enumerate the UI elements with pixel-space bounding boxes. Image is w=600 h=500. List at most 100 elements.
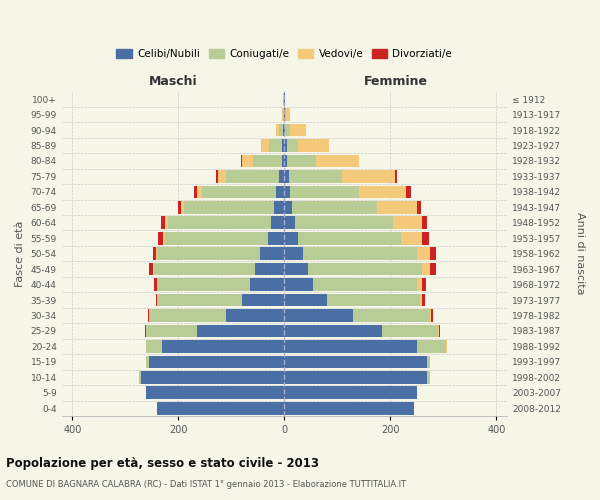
Y-axis label: Fasce di età: Fasce di età	[15, 220, 25, 287]
Bar	[327, 294, 419, 306]
Bar	[430, 263, 436, 276]
Bar	[260, 248, 284, 260]
Bar	[155, 294, 157, 306]
Bar	[284, 340, 417, 353]
Bar	[250, 278, 284, 291]
Bar	[417, 340, 446, 353]
Bar	[274, 201, 284, 213]
Text: COMUNE DI BAGNARA CALABRA (RC) - Dati ISTAT 1° gennaio 2013 - Elaborazione TUTTI: COMUNE DI BAGNARA CALABRA (RC) - Dati IS…	[6, 480, 406, 489]
Bar	[146, 324, 197, 338]
Bar	[287, 139, 298, 152]
Bar	[284, 309, 353, 322]
Bar	[283, 124, 284, 136]
Bar	[431, 309, 433, 322]
Bar	[157, 278, 250, 291]
Bar	[308, 263, 422, 276]
Y-axis label: Anni di nascita: Anni di nascita	[575, 212, 585, 295]
Bar	[242, 154, 253, 168]
Bar	[197, 186, 202, 198]
Bar	[271, 216, 284, 229]
Bar	[446, 340, 447, 353]
Bar	[401, 232, 422, 244]
Bar	[284, 232, 298, 244]
Bar	[284, 201, 292, 213]
Legend: Celibi/Nubili, Coniugati/e, Vedovi/e, Divorziati/e: Celibi/Nubili, Coniugati/e, Vedovi/e, Di…	[112, 44, 457, 63]
Bar	[419, 294, 422, 306]
Bar	[157, 402, 284, 414]
Bar	[422, 278, 427, 291]
Bar	[290, 186, 359, 198]
Bar	[226, 309, 284, 322]
Bar	[298, 232, 401, 244]
Bar	[217, 170, 218, 182]
Bar	[149, 309, 226, 322]
Bar	[154, 278, 157, 291]
Bar	[148, 309, 149, 322]
Bar	[149, 356, 284, 368]
Bar	[181, 201, 184, 213]
Bar	[287, 154, 316, 168]
Bar	[202, 186, 277, 198]
Bar	[253, 154, 281, 168]
Bar	[154, 248, 156, 260]
Bar	[279, 170, 284, 182]
Bar	[382, 324, 438, 338]
Bar	[281, 154, 284, 168]
Bar	[422, 232, 428, 244]
Bar	[359, 186, 406, 198]
Bar	[427, 356, 430, 368]
Bar	[417, 248, 430, 260]
Bar	[295, 216, 393, 229]
Bar	[261, 139, 269, 152]
Bar	[146, 386, 284, 399]
Bar	[277, 186, 284, 198]
Bar	[146, 356, 149, 368]
Bar	[161, 216, 165, 229]
Bar	[284, 278, 313, 291]
Bar	[226, 170, 279, 182]
Bar	[194, 186, 197, 198]
Bar	[163, 232, 165, 244]
Bar	[406, 186, 410, 198]
Bar	[286, 124, 290, 136]
Bar	[427, 371, 430, 384]
Bar	[313, 278, 417, 291]
Bar	[139, 371, 141, 384]
Bar	[353, 309, 430, 322]
Bar	[303, 248, 417, 260]
Bar	[422, 216, 427, 229]
Bar	[377, 201, 417, 213]
Bar	[269, 139, 282, 152]
Bar	[149, 263, 154, 276]
Text: Femmine: Femmine	[364, 76, 428, 88]
Bar	[146, 340, 163, 353]
Bar	[430, 248, 436, 260]
Bar	[422, 294, 425, 306]
Text: Maschi: Maschi	[149, 76, 197, 88]
Bar	[241, 154, 242, 168]
Bar	[279, 124, 283, 136]
Bar	[268, 232, 284, 244]
Bar	[393, 216, 422, 229]
Bar	[255, 263, 284, 276]
Bar	[395, 170, 397, 182]
Bar	[284, 154, 287, 168]
Bar	[285, 108, 286, 121]
Bar	[184, 201, 274, 213]
Bar	[289, 170, 341, 182]
Bar	[284, 139, 287, 152]
Bar	[284, 294, 327, 306]
Bar	[165, 232, 268, 244]
Bar	[430, 309, 431, 322]
Bar	[422, 263, 430, 276]
Bar	[284, 371, 427, 384]
Bar	[242, 294, 284, 306]
Bar	[316, 154, 359, 168]
Bar	[284, 124, 286, 136]
Bar	[282, 139, 284, 152]
Bar	[284, 170, 289, 182]
Bar	[417, 278, 422, 291]
Bar	[284, 186, 290, 198]
Bar	[157, 248, 260, 260]
Bar	[438, 324, 439, 338]
